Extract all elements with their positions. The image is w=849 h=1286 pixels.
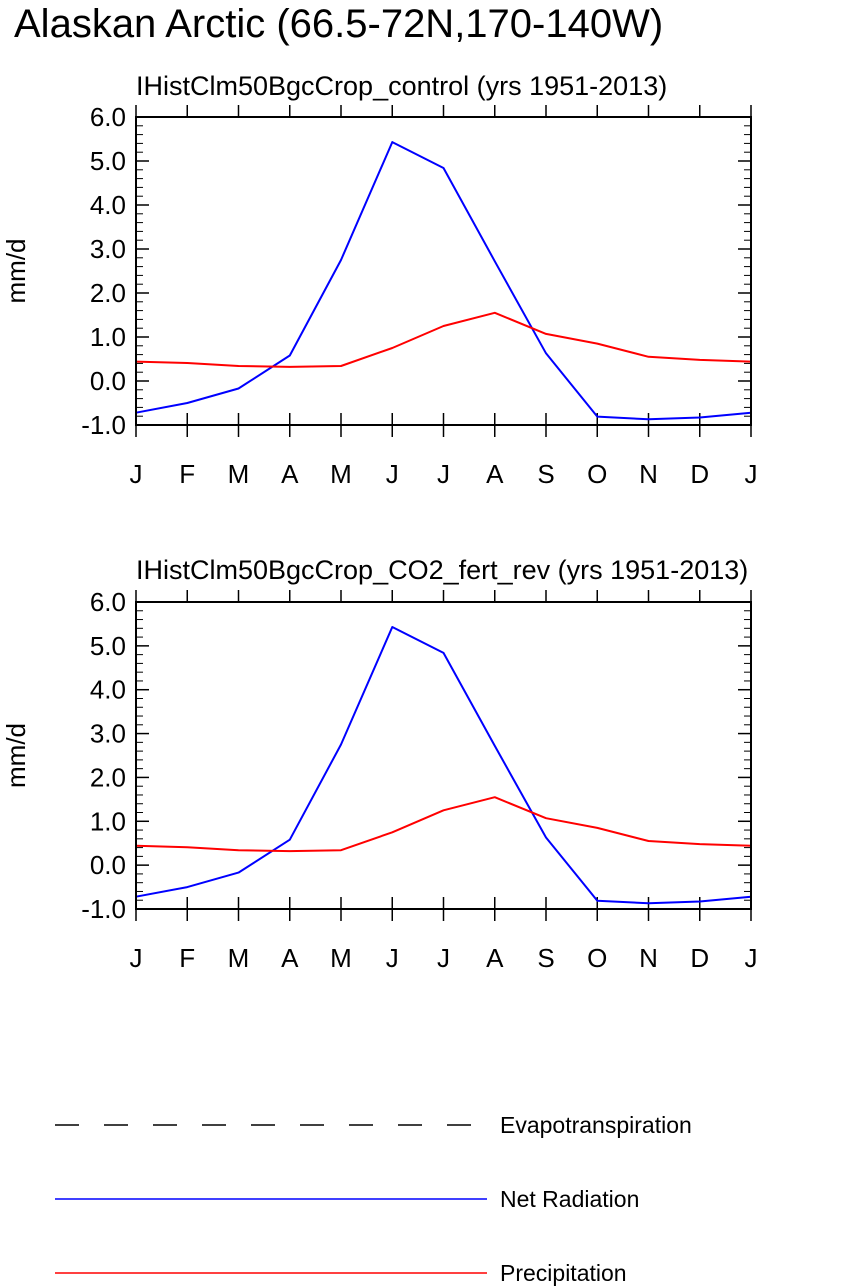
- x-tick-label: A: [486, 943, 504, 973]
- x-tick-label: J: [130, 943, 143, 973]
- figure-title: Alaskan Arctic (66.5-72N,170-140W): [14, 2, 663, 46]
- legend: Evapotranspiration Net Radiation Precipita…: [55, 1112, 692, 1286]
- y-axis-label: mm/d: [1, 239, 31, 304]
- x-tick-label: J: [386, 943, 399, 973]
- x-tick-label: J: [437, 943, 450, 973]
- x-tick-label: J: [745, 459, 758, 489]
- y-tick-label: 2.0: [90, 278, 126, 308]
- y-tick-label: 5.0: [90, 146, 126, 176]
- legend-item-precipitation: Precipitation: [55, 1260, 627, 1286]
- y-tick-label: 4.0: [90, 190, 126, 220]
- y-tick-label: 0.0: [90, 850, 126, 880]
- y-tick-label: 5.0: [90, 631, 126, 661]
- y-axis-label: mm/d: [1, 723, 31, 788]
- panel-title: IHistClm50BgcCrop_CO2_fert_rev (yrs 1951…: [136, 555, 748, 585]
- x-tick-label: A: [486, 459, 504, 489]
- series-line-precipitation: [135, 796, 752, 853]
- y-tick-label: -1.0: [81, 894, 126, 924]
- y-tick-label: 1.0: [90, 806, 126, 836]
- plot-frame: [135, 601, 752, 910]
- y-tick-label: 6.0: [90, 587, 126, 617]
- x-tick-label: M: [330, 943, 352, 973]
- x-tick-label: M: [330, 459, 352, 489]
- x-tick-label: M: [228, 943, 250, 973]
- x-tick-label: F: [179, 943, 195, 973]
- y-tick-label: 3.0: [90, 719, 126, 749]
- y-tick-label: 3.0: [90, 234, 126, 264]
- x-tick-label: O: [587, 943, 607, 973]
- series-line-net-radiation: [135, 626, 752, 905]
- x-tick-label: S: [537, 459, 554, 489]
- x-tick-label: A: [281, 459, 299, 489]
- chart-panel-2: IHistClm50BgcCrop_CO2_fert_rev (yrs 1951…: [1, 555, 758, 973]
- x-tick-label: N: [639, 459, 658, 489]
- y-tick-label: 1.0: [90, 322, 126, 352]
- x-tick-label: A: [281, 943, 299, 973]
- x-tick-label: J: [745, 943, 758, 973]
- y-tick-label: 6.0: [90, 102, 126, 132]
- x-tick-label: O: [587, 459, 607, 489]
- x-tick-label: J: [437, 459, 450, 489]
- plot-frame: [135, 116, 752, 426]
- x-tick-label: N: [639, 943, 658, 973]
- legend-label: Net Radiation: [500, 1186, 639, 1212]
- y-tick-label: 0.0: [90, 366, 126, 396]
- x-tick-label: F: [179, 459, 195, 489]
- panel-title: IHistClm50BgcCrop_control (yrs 1951-2013…: [136, 71, 667, 101]
- legend-item-net-radiation: Net Radiation: [55, 1186, 639, 1212]
- chart-panel-1: IHistClm50BgcCrop_control (yrs 1951-2013…: [1, 71, 758, 489]
- x-tick-label: J: [386, 459, 399, 489]
- x-tick-label: M: [228, 459, 250, 489]
- series-line-net-radiation: [135, 141, 752, 421]
- x-tick-label: J: [130, 459, 143, 489]
- y-tick-label: 2.0: [90, 762, 126, 792]
- y-tick-label: 4.0: [90, 675, 126, 705]
- x-tick-label: D: [690, 943, 709, 973]
- legend-item-evapotranspiration: Evapotranspiration: [55, 1112, 692, 1138]
- series-line-precipitation: [135, 311, 752, 368]
- y-tick-label: -1.0: [81, 410, 126, 440]
- legend-label: Evapotranspiration: [500, 1112, 692, 1138]
- x-tick-label: D: [690, 459, 709, 489]
- x-tick-label: S: [537, 943, 554, 973]
- panels: IHistClm50BgcCrop_control (yrs 1951-2013…: [1, 71, 758, 973]
- legend-label: Precipitation: [500, 1260, 627, 1286]
